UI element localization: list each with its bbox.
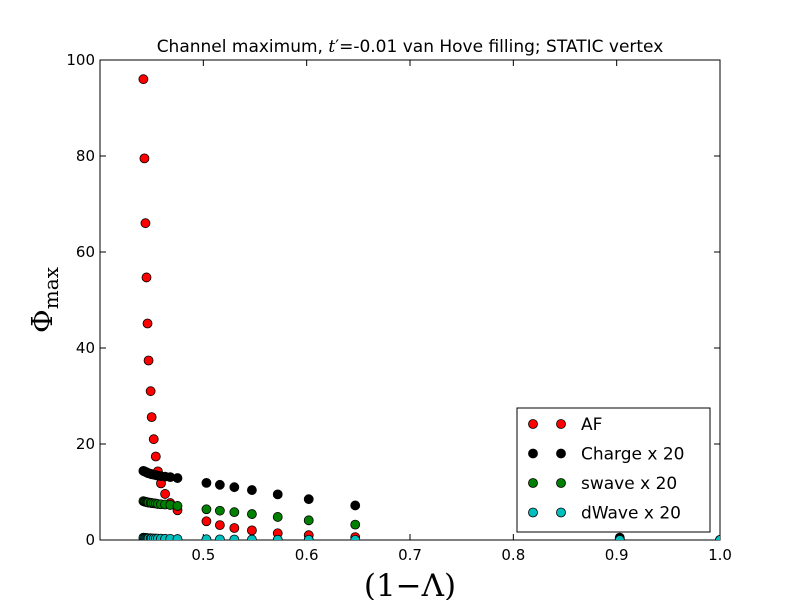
data-point [141,272,152,283]
x-tick-label: 0.8 [501,546,525,564]
data-point [246,525,257,536]
data-point [229,482,240,493]
data-point [715,535,720,540]
data-point [201,504,212,515]
data-point [229,507,240,518]
legend-marker [556,478,566,488]
data-points [138,74,720,540]
data-point [145,386,156,397]
data-point [160,489,171,499]
data-point [148,434,159,445]
data-point [614,535,625,540]
data-point [229,523,240,533]
legend-marker [556,448,566,459]
data-point [150,451,161,462]
legend-marker [528,478,538,488]
data-point [172,534,183,540]
legend-label: Charge x 20 [581,445,685,465]
y-tick-label: 80 [76,147,95,165]
data-point [350,534,361,540]
data-point [143,355,154,366]
chart-title-t: t [328,37,335,57]
x-axis: 0.5 0.6 0.7 0.8 0.9 1.0 [191,60,732,564]
legend-marker [528,507,538,518]
y-axis-label-main: Φ [25,309,59,333]
data-point [139,153,150,164]
chart-title-suffix: =-0.01 van Hove filling; STATIC vertex [339,37,663,57]
y-tick-label: 20 [76,435,95,453]
y-axis-label: Φmax [25,266,63,333]
x-tick-label: 1.0 [708,546,732,564]
data-point [246,509,257,519]
legend: AF Charge x 20 swave x 20 dWave x 20 [516,407,711,533]
data-point [229,534,240,540]
chart-title-prime: ′ [335,37,339,57]
data-point [140,218,151,229]
data-point [246,485,257,495]
legend-marker [556,419,566,429]
y-axis: 0 20 40 60 80 100 [66,51,720,549]
legend-marker [556,507,566,518]
data-point [303,494,314,505]
data-point [138,74,149,85]
y-tick-label: 40 [76,339,95,357]
chart-title-prefix: Channel maximum, [157,37,329,57]
data-point [214,520,225,531]
x-tick-label: 0.9 [605,546,629,564]
data-point [303,515,314,526]
series-2 [138,496,720,540]
x-tick-label: 0.6 [295,546,319,564]
legend-frame [516,407,711,533]
x-tick-label: 0.7 [398,546,422,564]
data-point [214,505,225,516]
data-point [247,534,257,540]
data-point [214,479,225,490]
legend-label: dWave x 20 [581,504,681,524]
legend-marker [528,448,538,459]
legend-label: AF [581,415,602,435]
y-tick-label: 60 [76,243,95,261]
data-point [146,412,157,423]
data-point [201,534,212,540]
data-point [142,318,153,329]
y-tick-label: 0 [85,531,95,549]
data-point [214,534,225,540]
data-point [201,516,212,527]
legend-label: swave x 20 [581,474,677,494]
data-point [172,473,183,483]
data-point [272,512,283,522]
data-point [272,489,283,500]
series-1 [138,465,720,540]
chart-title: Channel maximum, t′=-0.01 van Hove filli… [157,37,664,57]
series-3 [138,532,720,540]
data-point [350,519,361,530]
y-tick-label: 100 [66,51,95,69]
data-point [272,534,283,540]
data-point [172,501,183,511]
x-tick-label: 0.5 [191,546,215,564]
y-axis-label-sub: max [39,266,63,309]
data-point [303,534,314,540]
x-axis-label: (1−Λ) [364,568,456,600]
legend-marker [528,419,538,429]
data-point [201,477,212,488]
data-point [350,500,361,511]
